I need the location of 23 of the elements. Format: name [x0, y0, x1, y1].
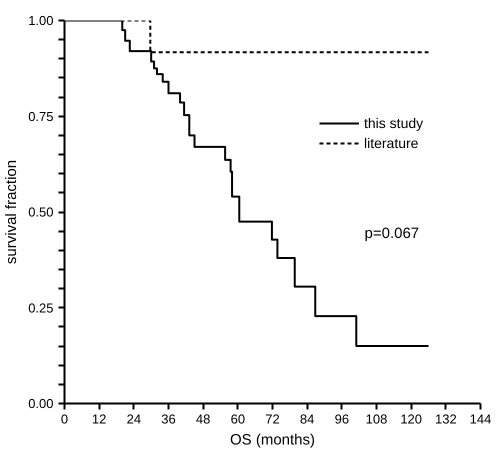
y-tick-label: 0.75 — [28, 108, 54, 124]
x-tick-label: 60 — [230, 412, 246, 426]
y-tick-label: 0.50 — [28, 204, 54, 220]
legend-label: literature — [364, 135, 418, 151]
legend-label: this study — [364, 115, 424, 131]
x-tick-label: 12 — [92, 412, 106, 426]
x-tick-label: 108 — [366, 412, 388, 426]
x-tick-label: 120 — [400, 412, 422, 426]
x-tick-label: 48 — [196, 412, 210, 426]
y-axis-title: survival fraction — [3, 160, 20, 264]
y-tick-label: 0.00 — [28, 396, 54, 411]
x-tick-label: 36 — [161, 412, 176, 426]
x-tick-label: 0 — [60, 412, 68, 426]
annotation: p=0.067 — [364, 225, 420, 242]
x-tick-label: 24 — [126, 412, 142, 426]
y-tick-label: 1.00 — [28, 13, 54, 28]
x-tick-label: 72 — [265, 412, 280, 426]
x-tick-label: 96 — [334, 412, 350, 426]
x-tick-label: 132 — [434, 412, 457, 426]
x-tick-label: 144 — [470, 412, 492, 426]
x-axis-title: OS (months) — [230, 432, 316, 448]
y-tick-label: 0.25 — [28, 300, 54, 316]
x-tick-label: 84 — [300, 412, 314, 426]
